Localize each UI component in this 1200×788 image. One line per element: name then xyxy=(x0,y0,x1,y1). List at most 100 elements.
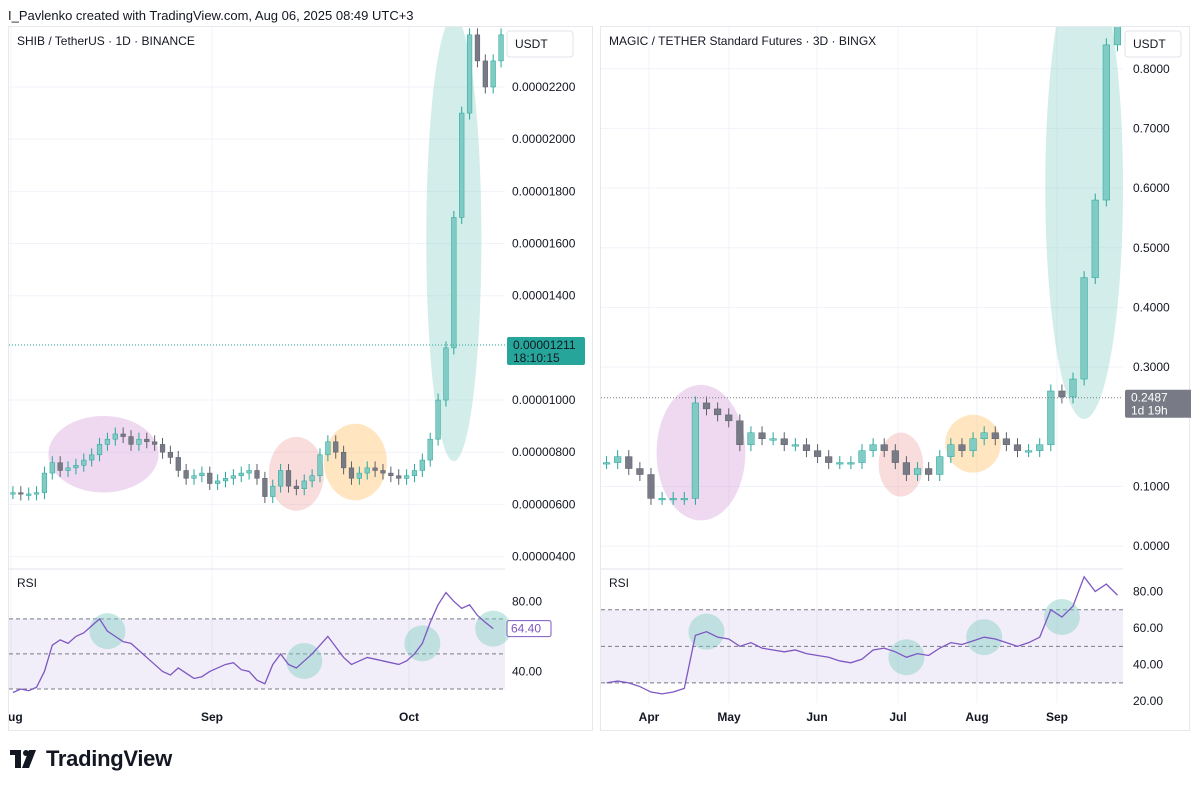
rsi-line xyxy=(606,575,1118,695)
candle-body xyxy=(758,432,766,439)
highlight-ellipse-1 xyxy=(878,432,924,497)
candle-body xyxy=(658,498,666,501)
price-axis-tick: 0.00000400 xyxy=(512,550,576,564)
candle-body xyxy=(1013,444,1022,451)
candle-body xyxy=(680,498,688,501)
shib-chart-panel[interactable]: Aug Sep Oct 0.00002200 0.00002000 0.00001800 0… xyxy=(8,26,593,731)
candle-body xyxy=(380,470,386,474)
candle-body xyxy=(958,444,966,451)
candle-body xyxy=(443,347,449,401)
candle-body xyxy=(215,480,221,484)
candle-body xyxy=(1091,199,1099,278)
rsi-label: RSI xyxy=(609,576,629,590)
time-axis-label: Sep xyxy=(201,710,223,724)
highlight-ellipse-0 xyxy=(48,415,159,493)
time-axis-label: Apr xyxy=(639,710,660,724)
highlight-ellipse-2 xyxy=(323,423,387,501)
candle-body xyxy=(880,444,888,451)
price-axis-tick: 0.00001400 xyxy=(512,289,576,303)
candle-body xyxy=(348,467,355,479)
candle-body xyxy=(167,451,174,458)
price-axis-tick: 0.5000 xyxy=(1133,241,1170,255)
candle-body xyxy=(270,485,276,497)
candle-body xyxy=(991,432,999,439)
candle-body xyxy=(451,217,457,349)
candle-body xyxy=(427,438,433,461)
candle-body xyxy=(89,454,95,461)
chart-title: MAGIC / TETHER Standard Futures · 3D · B… xyxy=(609,34,876,48)
tradingview-logo-icon xyxy=(10,750,36,768)
candle-body xyxy=(152,441,158,445)
candle-body xyxy=(858,450,866,463)
price-axis-tick: 0.00000600 xyxy=(512,497,576,511)
candle-body xyxy=(482,60,488,88)
candle-body xyxy=(333,441,339,453)
candle-body xyxy=(104,438,111,445)
candle-body xyxy=(691,402,699,499)
candle-body xyxy=(10,492,16,495)
candle-body xyxy=(301,480,307,489)
candle-body xyxy=(947,444,955,457)
candle-body xyxy=(847,462,855,465)
candle-body xyxy=(891,450,899,463)
tradingview-logo-text: TradingView xyxy=(46,746,172,771)
candle-body xyxy=(41,472,48,493)
highlight-ellipse-1 xyxy=(268,436,324,511)
candle-body xyxy=(144,438,150,443)
candle-body xyxy=(230,475,236,479)
candle-body xyxy=(419,459,425,471)
candle-body xyxy=(791,444,799,447)
highlight-ellipse-0 xyxy=(656,384,746,521)
candle-body xyxy=(1113,27,1122,46)
candle-body xyxy=(411,470,418,476)
candle-body xyxy=(372,467,378,471)
currency-box xyxy=(506,30,574,58)
candle-body xyxy=(183,470,189,479)
shib-chart-svg[interactable]: Aug Sep Oct 0.00002200 0.00002000 0.00001800 0… xyxy=(9,27,594,732)
magic-chart-panel[interactable]: Apr May Jun Jul Aug Sep 0.8000 0.7000 0.6000 0.50… xyxy=(600,26,1191,732)
candle-body xyxy=(1058,390,1066,398)
rsi-line xyxy=(12,591,494,694)
candle-body xyxy=(388,472,394,476)
rsi-axis-tick: 60.00 xyxy=(1133,621,1163,635)
currency-label: USDT xyxy=(515,37,548,51)
tradingview-logo[interactable]: TradingView xyxy=(10,746,172,772)
candle-body xyxy=(403,475,410,479)
candle-body xyxy=(222,478,229,482)
candle-body xyxy=(736,420,744,445)
candle-body xyxy=(49,462,55,474)
price-axis-tick: 0.4000 xyxy=(1133,300,1170,314)
rsi-axis-tick: 80.00 xyxy=(512,594,542,608)
magic-chart-svg[interactable]: Apr May Jun Jul Aug Sep 0.8000 0.7000 0.6000 0.50… xyxy=(601,27,1191,732)
candle-body xyxy=(191,475,197,479)
price-axis-tick: 0.00001600 xyxy=(512,237,576,251)
candle-body xyxy=(474,34,481,62)
candle-body xyxy=(714,408,722,416)
price-axis-tick: 0.00000800 xyxy=(512,445,576,459)
time-axis-label: Aug xyxy=(9,710,23,724)
candle-body xyxy=(636,468,644,475)
candle-body xyxy=(356,472,362,479)
candle-body xyxy=(262,478,268,497)
candle-body xyxy=(1047,390,1055,445)
candle-body xyxy=(936,456,944,475)
currency-box xyxy=(1124,30,1182,58)
candle-body xyxy=(65,467,71,471)
candle-body xyxy=(33,492,40,495)
candle-body xyxy=(96,444,103,456)
candle-body xyxy=(207,472,213,484)
price-axis-tick: 0.1000 xyxy=(1133,479,1170,493)
price-axis-tick: 0.00001000 xyxy=(512,393,576,407)
candle-body xyxy=(309,475,315,482)
candle-body xyxy=(364,467,370,474)
price-axis-tick: 0.6000 xyxy=(1133,181,1170,195)
candle-body xyxy=(199,472,205,476)
last-price-badge xyxy=(1125,389,1191,418)
candle-body xyxy=(1102,44,1110,201)
time-axis-label: Jul xyxy=(889,710,906,724)
candle-body xyxy=(869,444,877,451)
rsi-axis-tick: 20.00 xyxy=(1133,694,1163,708)
candle-body xyxy=(175,457,181,471)
candle-body xyxy=(913,468,922,475)
candle-body xyxy=(1080,277,1088,380)
